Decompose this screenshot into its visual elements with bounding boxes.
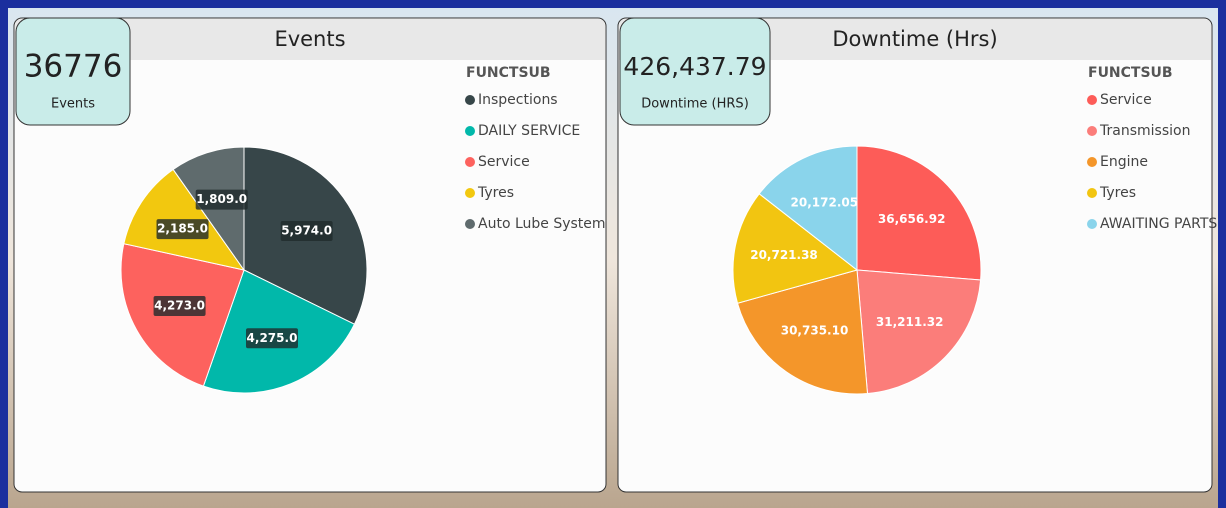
data-label: 30,735.10: [781, 324, 849, 338]
legend-title: FUNCTSUB: [466, 65, 551, 81]
data-label: 2,185.0: [157, 222, 208, 236]
legend-label: Engine: [1100, 154, 1148, 170]
dashboard: Events 36776 Events FUNCTSUB Inspections DAIL…: [0, 0, 1226, 508]
legend-swatch: [465, 188, 475, 198]
chart-title: Events: [274, 27, 345, 51]
legend-swatch: [1087, 188, 1097, 198]
data-label: 4,275.0: [247, 331, 298, 345]
legend-label: DAILY SERVICE: [478, 123, 580, 139]
legend-label: Tyres: [1099, 185, 1136, 201]
legend-title: FUNCTSUB: [1088, 65, 1173, 81]
legend-swatch: [465, 95, 475, 105]
data-label: 20,721.38: [750, 248, 818, 262]
legend-label: Service: [478, 154, 530, 170]
kpi-value: 36776: [24, 49, 123, 85]
legend-swatch: [1087, 157, 1097, 167]
dashboard-canvas: Events 36776 Events FUNCTSUB Inspections DAIL…: [0, 0, 1226, 508]
legend-swatch: [1087, 219, 1097, 229]
legend-label: Transmission: [1099, 123, 1190, 139]
legend-label: Auto Lube System: [478, 216, 606, 232]
legend-label: Service: [1100, 92, 1152, 108]
data-label: 1,809.0: [196, 192, 247, 206]
legend-swatch: [1087, 95, 1097, 105]
legend-label: Tyres: [477, 185, 514, 201]
kpi-label: Events: [51, 97, 95, 112]
kpi-label: Downtime (HRS): [641, 97, 749, 112]
legend-swatch: [1087, 126, 1097, 136]
legend-swatch: [465, 219, 475, 229]
kpi-value: 426,437.79: [623, 52, 766, 81]
data-label: 36,656.92: [878, 212, 946, 226]
data-label: 31,211.32: [876, 315, 944, 329]
chart-title: Downtime (Hrs): [832, 27, 997, 51]
legend-label: AWAITING PARTS: [1100, 216, 1217, 232]
data-label: 5,974.0: [281, 223, 332, 237]
legend-swatch: [465, 126, 475, 136]
legend-swatch: [465, 157, 475, 167]
legend-label: Inspections: [478, 92, 558, 108]
data-label: 4,273.0: [154, 298, 205, 312]
data-label: 20,172.05: [791, 196, 859, 210]
